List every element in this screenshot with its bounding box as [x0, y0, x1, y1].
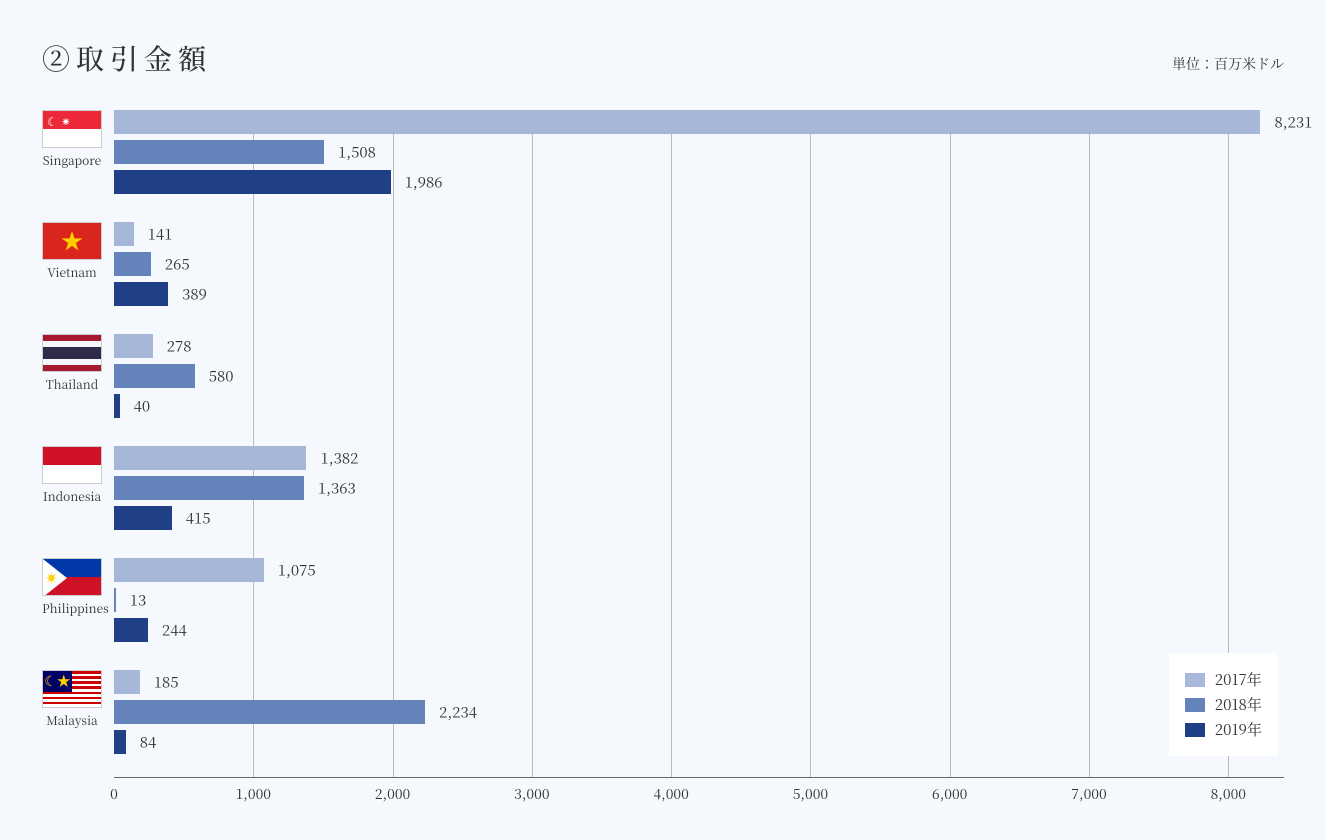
x-tick-label: 3,000: [514, 784, 549, 804]
bar: [114, 222, 134, 246]
y-category-label: Indonesia: [42, 488, 102, 505]
y-category: ★ Vietnam: [42, 222, 114, 281]
chart-area: 8,2311,5081,986141265389278580401,3821,3…: [42, 110, 1284, 810]
x-tick-label: 6,000: [932, 784, 967, 804]
flag-icon: [42, 446, 102, 484]
flag-icon: [42, 334, 102, 372]
bar: [114, 730, 126, 754]
x-tick-label: 1,000: [236, 784, 271, 804]
bar: [114, 334, 153, 358]
bar-value-label: 40: [134, 396, 151, 417]
x-tick-label: 5,000: [793, 784, 828, 804]
bar: [114, 394, 120, 418]
chart-plot: 8,2311,5081,986141265389278580401,3821,3…: [114, 110, 1284, 778]
bar: [114, 364, 195, 388]
y-category-label: Singapore: [42, 152, 102, 169]
grid-line: [671, 110, 672, 777]
y-category: Indonesia: [42, 446, 114, 505]
bar-value-label: 265: [165, 254, 190, 275]
flag-icon: ☾★: [42, 670, 102, 708]
x-tick-label: 4,000: [653, 784, 688, 804]
legend-swatch-2018: [1185, 698, 1205, 712]
x-tick-label: 8,000: [1211, 784, 1246, 804]
legend-label: 2018年: [1215, 694, 1262, 715]
bar: [114, 140, 324, 164]
bar-value-label: 1,075: [278, 560, 316, 581]
bar: [114, 670, 140, 694]
bar: [114, 282, 168, 306]
bar: [114, 476, 304, 500]
flag-icon: ☾ ⁕: [42, 110, 102, 148]
legend-item: 2019年: [1185, 719, 1262, 740]
y-category: ☾ ⁕ Singapore: [42, 110, 114, 169]
flag-icon: ★: [42, 222, 102, 260]
grid-line: [393, 110, 394, 777]
legend-label: 2019年: [1215, 719, 1262, 740]
y-category: Thailand: [42, 334, 114, 393]
x-tick-label: 2,000: [375, 784, 410, 804]
flag-icon: ☀: [42, 558, 102, 596]
bar-value-label: 13: [130, 590, 147, 611]
bar-value-label: 389: [182, 284, 207, 305]
legend-swatch-2017: [1185, 673, 1205, 687]
y-category-label: Malaysia: [42, 712, 102, 729]
chart-unit: 単位：百万米ドル: [1172, 54, 1284, 74]
grid-line: [810, 110, 811, 777]
x-tick-label: 7,000: [1071, 784, 1106, 804]
bar: [114, 618, 148, 642]
chart-title: ②取引金額: [42, 38, 212, 78]
grid-line: [950, 110, 951, 777]
bar: [114, 506, 172, 530]
bar-value-label: 141: [148, 224, 173, 245]
bar-value-label: 185: [154, 672, 179, 693]
bar: [114, 446, 306, 470]
bar: [114, 170, 391, 194]
grid-line: [532, 110, 533, 777]
bar-value-label: 278: [167, 336, 192, 357]
chart-legend: 2017年 2018年 2019年: [1169, 653, 1278, 756]
grid-line: [253, 110, 254, 777]
bar-value-label: 1,508: [338, 142, 376, 163]
legend-item: 2017年: [1185, 669, 1262, 690]
chart-header: ②取引金額 単位：百万米ドル: [42, 38, 1284, 78]
bar-value-label: 1,382: [320, 448, 358, 469]
bar-value-label: 244: [162, 620, 187, 641]
y-category-label: Philippines: [42, 600, 102, 617]
bar-value-label: 2,234: [439, 702, 477, 723]
bar: [114, 558, 264, 582]
bar-value-label: 580: [209, 366, 234, 387]
bar: [114, 252, 151, 276]
bar: [114, 700, 425, 724]
legend-item: 2018年: [1185, 694, 1262, 715]
y-category: ☀ Philippines: [42, 558, 114, 617]
legend-label: 2017年: [1215, 669, 1262, 690]
y-category: ☾★ Malaysia: [42, 670, 114, 729]
y-category-label: Thailand: [42, 376, 102, 393]
bar-value-label: 1,363: [318, 478, 356, 499]
x-tick-label: 0: [110, 784, 118, 804]
bar-value-label: 8,231: [1274, 112, 1312, 133]
grid-line: [1089, 110, 1090, 777]
bar: [114, 110, 1260, 134]
y-category-label: Vietnam: [42, 264, 102, 281]
bar-value-label: 84: [140, 732, 157, 753]
bar: [114, 588, 116, 612]
bar-value-label: 415: [186, 508, 211, 529]
legend-swatch-2019: [1185, 723, 1205, 737]
bar-value-label: 1,986: [405, 172, 443, 193]
